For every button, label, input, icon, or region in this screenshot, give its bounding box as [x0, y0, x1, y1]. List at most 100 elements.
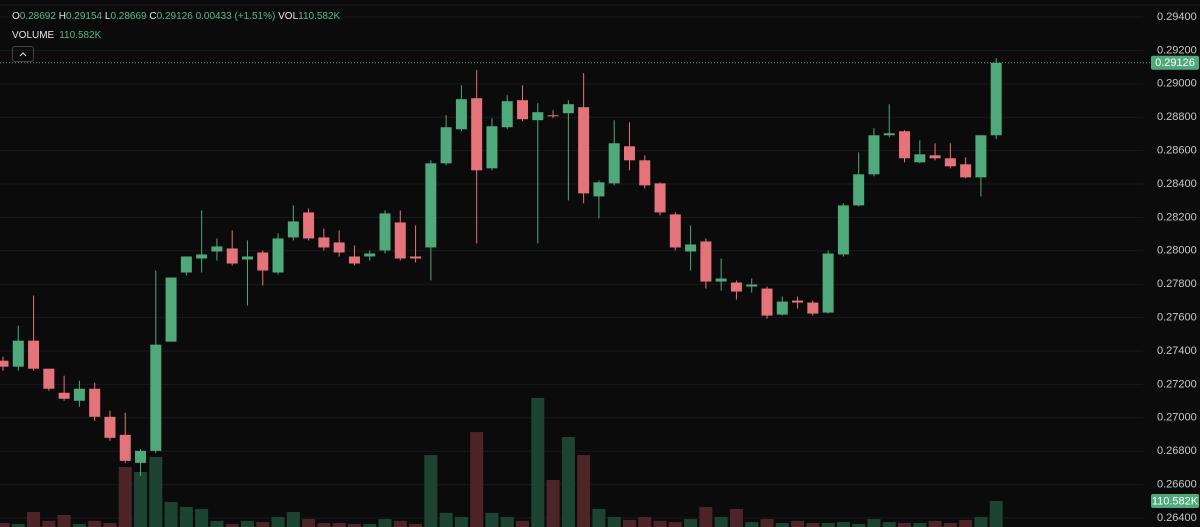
vol-value: 110.582K: [298, 11, 341, 22]
candle-body: [746, 284, 758, 287]
volume-bar: [72, 523, 86, 527]
volume-bar: [852, 523, 866, 527]
candle-body: [899, 131, 911, 159]
y-tick-label: 0.28400: [1157, 178, 1197, 190]
candle-body: [226, 248, 238, 264]
candle-body: [822, 253, 834, 313]
volume-bar: [179, 507, 193, 527]
last-price-label: 0.29126: [1155, 57, 1195, 69]
candle-body: [471, 98, 483, 171]
collapse-button[interactable]: [12, 46, 34, 62]
volume-bar: [607, 516, 621, 527]
y-tick-label: 0.26800: [1157, 445, 1197, 457]
candle-body: [333, 242, 345, 253]
volume-bar: [57, 515, 71, 527]
candle-body: [135, 450, 147, 463]
candle-body: [272, 238, 284, 273]
volume-bar: [210, 520, 224, 527]
candle-body: [73, 388, 85, 401]
candle-body: [364, 253, 376, 257]
volume-bar: [363, 523, 377, 527]
y-tick-label: 0.29200: [1157, 44, 1197, 56]
candle-body: [150, 344, 162, 451]
volume-bar: [592, 508, 606, 527]
volume-bar: [913, 523, 927, 527]
candle-body: [0, 360, 9, 367]
candle-body: [960, 164, 972, 178]
candle-body: [257, 252, 269, 271]
candle-body: [180, 256, 192, 273]
volume-bar: [622, 519, 636, 527]
volume-value: 110.582K: [59, 30, 102, 41]
volume-bar: [485, 512, 499, 527]
close-value: 0.29126: [156, 11, 193, 22]
volume-bar: [424, 455, 438, 527]
candle-body: [12, 340, 24, 367]
volume-bar: [898, 523, 912, 527]
volume-bar: [286, 511, 300, 527]
low-key: L: [104, 11, 111, 22]
change-value: 0.00433 (+1.51%): [195, 11, 276, 22]
y-tick-label: 0.29400: [1157, 11, 1197, 23]
candle-body: [211, 246, 223, 252]
volume-bar: [332, 523, 346, 527]
vol-key: VOL: [278, 11, 299, 22]
volume-bar: [806, 523, 820, 527]
volume-bar: [959, 519, 973, 527]
volume-bar: [302, 519, 316, 527]
volume-bar: [439, 512, 453, 527]
volume-bar: [867, 519, 881, 527]
volume-legend: VOLUME 110.582K: [12, 30, 106, 41]
volume-bar: [531, 397, 545, 527]
volume-bar: [928, 520, 942, 527]
volume-bar: [546, 480, 560, 527]
candle-body: [486, 126, 498, 169]
candle-body: [501, 101, 513, 128]
volume-bar: [347, 523, 361, 527]
y-tick-label: 0.27600: [1157, 312, 1197, 324]
candle-body: [318, 237, 330, 248]
volume-bar: [149, 456, 163, 527]
volume-axis-label: 110.582K: [1152, 495, 1199, 507]
candle-body: [623, 146, 635, 161]
candle-body: [975, 135, 987, 178]
volume-bar: [134, 472, 148, 527]
candle-body: [868, 135, 880, 175]
candle-body: [792, 300, 804, 303]
candle-body: [425, 163, 437, 248]
volume-bar: [470, 432, 484, 527]
y-tick-label: 0.28600: [1157, 145, 1197, 157]
y-tick-label: 0.29000: [1157, 78, 1197, 90]
candle-body: [776, 301, 788, 315]
volume-bar: [882, 522, 896, 527]
candle-body: [837, 205, 849, 255]
volume-bar: [791, 520, 805, 527]
candle-body: [547, 115, 559, 117]
low-value: 0.28669: [110, 11, 147, 22]
candle-body: [119, 434, 131, 461]
candle-body: [715, 278, 727, 282]
y-tick-label: 0.27000: [1157, 412, 1197, 424]
candle-body: [944, 158, 956, 167]
volume-bar: [11, 523, 25, 527]
volume-bar: [164, 502, 178, 527]
volume-bar: [989, 501, 1003, 527]
candle-body: [807, 302, 819, 314]
candle-body: [639, 160, 651, 186]
volume-bar: [561, 436, 575, 527]
candle-body: [914, 154, 926, 163]
volume-bar: [760, 519, 774, 527]
volume-bar: [714, 516, 728, 527]
candle-body: [394, 222, 406, 259]
volume-bar: [836, 522, 850, 527]
ohlc-legend: O0.28692 H0.29154 L0.28669 C0.29126 0.00…: [12, 11, 340, 22]
candle-body: [883, 133, 895, 136]
volume-bar: [638, 516, 652, 527]
high-key: H: [58, 11, 66, 22]
candle-body: [440, 127, 452, 164]
candle-body: [455, 99, 467, 130]
open-value: 0.28692: [19, 11, 56, 22]
candle-body: [593, 182, 605, 197]
